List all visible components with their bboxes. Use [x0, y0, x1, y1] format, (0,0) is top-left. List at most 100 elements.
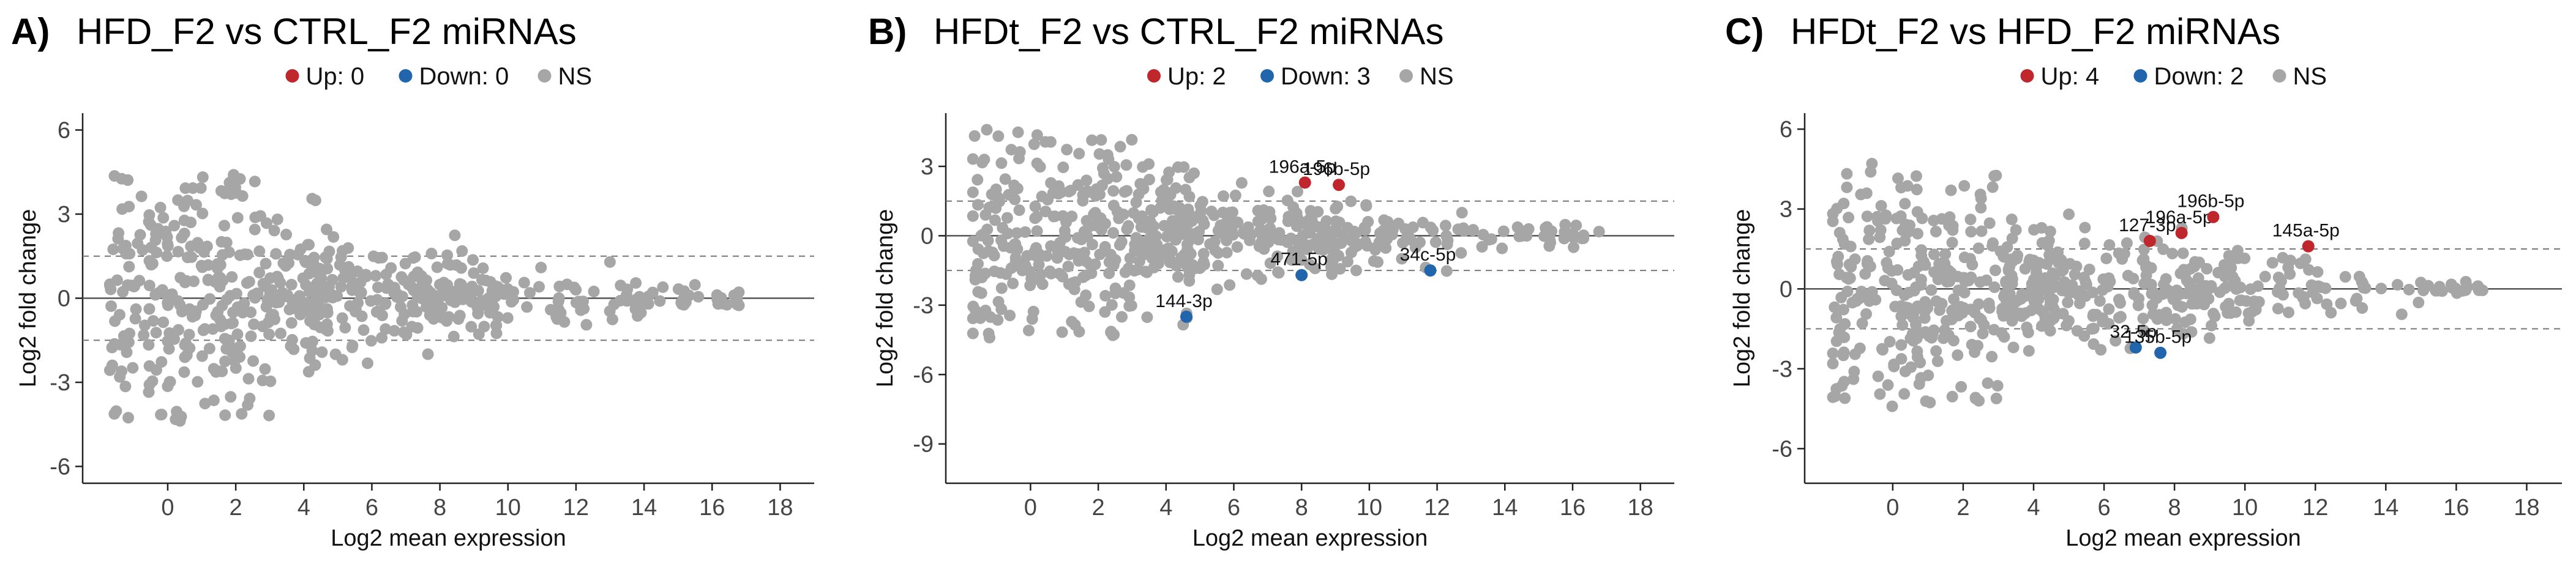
- ns-point: [1105, 325, 1117, 338]
- ns-point: [2234, 281, 2247, 294]
- ns-point: [217, 275, 229, 287]
- ns-point: [2415, 276, 2427, 289]
- x-tick-label: 2: [230, 495, 242, 521]
- ns-point: [2078, 237, 2091, 250]
- ns-point: [321, 303, 333, 315]
- ns-point: [1456, 207, 1468, 219]
- ns-point: [488, 301, 500, 313]
- ns-point: [1455, 247, 1467, 259]
- ns-point: [978, 154, 990, 166]
- x-tick-label: 2: [1956, 495, 1969, 521]
- ns-point: [1870, 294, 1882, 306]
- ns-point: [230, 362, 242, 374]
- ns-point: [382, 278, 394, 291]
- legend-up-label: Up: 4: [2041, 63, 2100, 90]
- legend-up-label: Up: 0: [306, 63, 365, 90]
- ns-point: [1891, 237, 1903, 250]
- ns-point: [2137, 313, 2149, 325]
- down-point-label: 144-3p: [1155, 291, 1212, 311]
- ns-point: [1358, 221, 1371, 234]
- ns-point: [1863, 224, 1876, 237]
- ns-point: [2043, 249, 2056, 261]
- ns-point: [1841, 285, 1854, 297]
- ns-point: [1079, 229, 1091, 242]
- ns-point: [1936, 213, 1948, 225]
- ns-point: [2325, 306, 2337, 319]
- ns-point: [1095, 134, 1107, 146]
- ns-point: [2234, 294, 2246, 306]
- ns-point: [2460, 284, 2472, 296]
- y-axis-label: Log2 fold change: [1729, 209, 1755, 388]
- ns-point: [2028, 286, 2040, 299]
- ns-point: [1028, 138, 1040, 150]
- ns-point: [220, 236, 233, 248]
- ns-point: [421, 274, 433, 286]
- ns-point: [1290, 220, 1303, 232]
- ns-point: [225, 188, 238, 200]
- down-point: [1180, 310, 1193, 323]
- ns-point: [1827, 347, 1839, 360]
- ns-point: [1326, 262, 1338, 275]
- ns-point: [1370, 241, 1382, 253]
- ns-point: [163, 343, 175, 355]
- ns-point: [1911, 206, 1923, 218]
- ns-point: [1282, 215, 1294, 228]
- x-tick-label: 6: [2097, 495, 2110, 521]
- ns-point: [1946, 390, 1958, 403]
- ns-point: [2204, 282, 2217, 294]
- ns-point: [285, 340, 297, 352]
- ns-point: [2044, 225, 2056, 237]
- ns-point: [2207, 308, 2220, 320]
- ns-point: [316, 346, 328, 358]
- ns-point: [1034, 161, 1046, 173]
- ns-point: [1975, 225, 1988, 237]
- ns-point: [1140, 239, 1152, 251]
- ns-point: [967, 327, 979, 340]
- ns-point: [106, 359, 118, 371]
- legend-ns-label: NS: [558, 63, 593, 90]
- ns-point: [1892, 264, 1904, 276]
- x-tick-label: 8: [1295, 495, 1308, 521]
- y-tick-label: -6: [1772, 436, 1792, 462]
- panel-c: C) HFDt_F2 vs HFD_F2 miRNAs Up: 4 Down: 2 NS…: [1714, 0, 2576, 564]
- up-point-label: 127-3p: [2119, 215, 2176, 236]
- ns-point: [346, 340, 359, 352]
- ns-point: [553, 292, 565, 304]
- ns-point: [501, 283, 514, 295]
- ns-point: [1341, 256, 1354, 268]
- ns-point: [1930, 226, 1942, 238]
- ns-point: [639, 292, 651, 305]
- ns-point: [151, 247, 163, 259]
- x-axis-label: Log2 mean expression: [1193, 525, 1428, 551]
- ns-point: [1072, 179, 1084, 191]
- ns-point: [1057, 210, 1069, 222]
- y-tick-label: -6: [50, 455, 70, 480]
- ns-point: [2114, 311, 2127, 323]
- ns-point: [1011, 227, 1023, 239]
- ns-point: [1104, 248, 1117, 261]
- ns-point: [1843, 258, 1855, 270]
- ns-point: [1837, 303, 1849, 316]
- ns-point: [425, 248, 438, 260]
- ns-point: [2190, 298, 2203, 310]
- ns-point: [689, 279, 701, 291]
- ns-point: [336, 312, 348, 324]
- ns-point: [1114, 141, 1126, 153]
- ns-point: [1439, 220, 1451, 232]
- ns-point: [1841, 181, 1853, 193]
- ns-point: [1875, 199, 1887, 212]
- ns-point: [1096, 162, 1109, 174]
- ns-point: [227, 306, 239, 319]
- ns-point: [1103, 154, 1115, 166]
- ns-point: [1902, 269, 1914, 281]
- ns-point: [1955, 380, 1968, 393]
- ns-point: [2137, 324, 2149, 336]
- ns-point: [1860, 187, 1873, 199]
- legend-ns-marker: [1399, 69, 1413, 83]
- ns-point: [219, 409, 231, 421]
- ns-point: [2037, 276, 2049, 288]
- ns-point: [1181, 243, 1194, 256]
- ns-point: [967, 210, 979, 222]
- ns-point: [260, 258, 272, 270]
- ns-point: [1938, 256, 1950, 268]
